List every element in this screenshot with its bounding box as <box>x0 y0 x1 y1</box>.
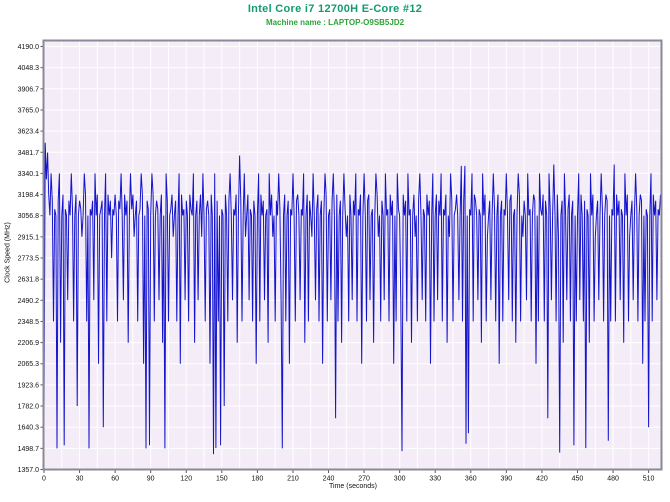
y-tick-label: 1923.6 <box>18 382 40 389</box>
x-tick-label: 180 <box>252 476 264 483</box>
y-tick-label: 3481.7 <box>18 150 40 157</box>
y-tick-label: 2348.5 <box>18 319 40 326</box>
x-tick-label: 510 <box>643 476 655 483</box>
y-tick-label: 3765.0 <box>18 107 40 114</box>
x-tick-labels: 0 30 60 90 120 150 180 210 240 270 300 330 360 390 420… <box>42 470 655 483</box>
x-tick-label: 450 <box>572 476 584 483</box>
y-tick-label: 1498.7 <box>18 446 40 453</box>
x-axis-title: Time (seconds) <box>329 483 377 490</box>
x-tick-label: 240 <box>323 476 335 483</box>
chart-title: Intel Core i7 12700H E-Core #12 <box>247 3 423 15</box>
y-tick-label: 2490.2 <box>18 298 40 305</box>
x-tick-label: 390 <box>501 476 513 483</box>
machine-name-subtitle: Machine name : LAPTOP-O9SB5JD2 <box>265 18 405 27</box>
clock-speed-line <box>43 142 663 455</box>
x-tick-label: 150 <box>216 476 228 483</box>
y-tick-label: 1782.0 <box>18 404 40 411</box>
x-tick-label: 120 <box>180 476 192 483</box>
y-tick-labels: 4190.0 4048.3 3906.7 3765.0 3623.4 3481.7 3340… <box>18 44 43 474</box>
x-tick-label: 480 <box>607 476 619 483</box>
y-tick-label: 2065.3 <box>18 361 40 368</box>
x-tick-label: 0 <box>42 476 46 483</box>
y-tick-label: 2915.1 <box>18 234 40 241</box>
y-tick-label: 3340.1 <box>18 171 40 178</box>
x-tick-label: 90 <box>147 476 155 483</box>
x-tick-label: 60 <box>111 476 119 483</box>
y-tick-label: 4048.3 <box>18 65 40 72</box>
x-tick-label: 270 <box>358 476 370 483</box>
x-tick-label: 420 <box>536 476 548 483</box>
y-tick-label: 1357.0 <box>18 467 40 474</box>
y-tick-label: 3623.4 <box>18 129 40 136</box>
y-tick-label: 2631.8 <box>18 277 40 284</box>
y-tick-label: 3198.4 <box>18 192 40 199</box>
x-tick-label: 300 <box>394 476 406 483</box>
plot-border <box>42 39 663 471</box>
y-tick-label: 2206.9 <box>18 340 40 347</box>
y-tick-label: 3906.7 <box>18 86 40 93</box>
y-tick-label: 1640.3 <box>18 425 40 432</box>
y-tick-label: 4190.0 <box>18 44 40 51</box>
y-tick-label: 2773.5 <box>18 256 40 263</box>
x-tick-label: 30 <box>76 476 84 483</box>
x-tick-label: 210 <box>287 476 299 483</box>
y-tick-label: 3056.8 <box>18 213 40 220</box>
x-tick-label: 360 <box>465 476 477 483</box>
x-tick-label: 330 <box>429 476 441 483</box>
